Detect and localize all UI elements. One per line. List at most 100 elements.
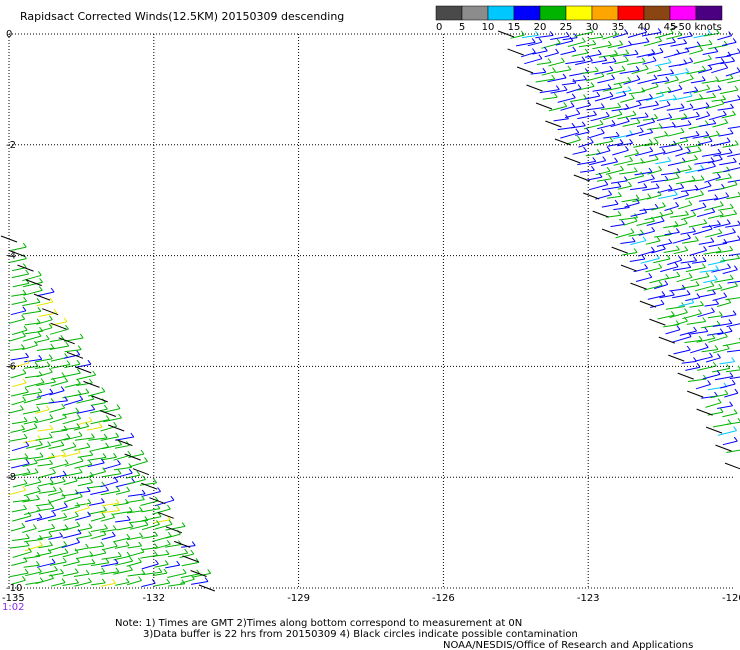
wind-barb-flag — [724, 389, 729, 395]
wind-barb-flag — [592, 39, 597, 45]
wind-barb — [114, 545, 130, 549]
legend-swatch — [513, 5, 541, 21]
wind-barb-flag — [674, 221, 679, 226]
wind-barb-flag — [102, 530, 107, 535]
wind-barb-flag — [737, 365, 740, 370]
wind-barb-flag — [520, 30, 525, 36]
wind-barb — [607, 44, 623, 49]
wind-barb — [707, 332, 724, 336]
wind-barb — [690, 79, 706, 84]
wind-barb — [22, 301, 41, 307]
wind-barb-flag — [684, 316, 688, 322]
wind-barb — [520, 52, 536, 58]
wind-barb-flag — [39, 577, 44, 582]
wind-barb-flag — [113, 541, 118, 547]
wind-barb — [584, 95, 600, 100]
wind-barb-flag — [23, 416, 28, 422]
wind-barb-flag — [668, 184, 673, 190]
wind-barb — [708, 336, 728, 343]
wind-barb — [719, 161, 737, 166]
wind-barb-flag — [583, 94, 587, 99]
wind-barb-flag — [128, 506, 133, 512]
wind-barb-flag — [630, 94, 635, 99]
wind-barb-flag — [608, 190, 612, 195]
wind-barb-flag — [85, 569, 90, 575]
wind-barb — [11, 362, 30, 369]
wind-barb-flag — [153, 478, 158, 484]
wind-barb-flag — [732, 110, 736, 116]
wind-barb — [673, 320, 688, 326]
wind-barb-flag — [617, 102, 622, 108]
wind-barb-flag — [729, 274, 734, 280]
wind-barb — [562, 37, 578, 41]
swath-edge-barb — [601, 228, 619, 236]
wind-barb-flag — [49, 414, 54, 419]
wind-barb — [673, 249, 688, 255]
wind-barb — [659, 294, 675, 299]
wind-barb-flag — [703, 246, 707, 251]
wind-barb-flag — [640, 229, 644, 235]
wind-barb — [704, 204, 724, 211]
wind-barb — [622, 122, 641, 127]
wind-barb — [643, 284, 663, 291]
swath-edge-barb — [124, 453, 141, 461]
wind-barb — [100, 517, 115, 522]
wind-barb-flag — [734, 265, 738, 271]
wind-barb-flag — [25, 533, 30, 539]
wind-barb-flag — [636, 75, 641, 80]
wind-barb — [77, 482, 93, 487]
wind-barb-flag — [562, 73, 567, 79]
wind-barb-flag — [694, 154, 698, 160]
wind-barb — [37, 536, 53, 540]
wind-barb — [48, 444, 65, 450]
swath-edge-barb — [33, 293, 51, 301]
wind-barb-flag — [102, 548, 107, 554]
wind-barb — [703, 279, 718, 284]
wind-barb — [35, 358, 53, 363]
wind-barb — [35, 503, 52, 507]
wind-barb — [630, 240, 647, 246]
wind-barb-flag — [130, 432, 135, 438]
wind-barb-flag — [571, 122, 576, 128]
wind-barb — [90, 402, 106, 406]
wind-barb-flag — [633, 248, 638, 253]
wind-barb — [38, 327, 53, 333]
wind-barb — [653, 258, 671, 264]
wind-barb-flag — [715, 265, 719, 270]
wind-barb-flag — [632, 110, 637, 116]
wind-barb-flag — [24, 568, 29, 574]
wind-barb — [167, 572, 187, 578]
wind-barb — [605, 169, 624, 175]
wind-barb — [126, 479, 146, 485]
wind-barb — [24, 322, 41, 326]
swath-edge-barb — [497, 30, 515, 38]
wind-barb — [103, 408, 121, 413]
wind-barb — [35, 365, 51, 369]
wind-barb — [708, 114, 727, 121]
wind-barb — [61, 541, 80, 549]
wind-barb-flag — [633, 167, 638, 172]
wind-barb — [619, 171, 638, 175]
wind-barb — [713, 223, 731, 229]
wind-barb-flag — [77, 389, 82, 395]
wind-barb — [61, 493, 79, 497]
map-title: Rapidsact Corrected Winds(12.5KM) 201503… — [20, 10, 344, 23]
wind-barb — [64, 472, 83, 477]
wind-barb-flag — [658, 36, 662, 42]
wind-barb-flag — [589, 138, 594, 143]
wind-barb-flag — [626, 203, 630, 208]
note-line-1: Note: 1) Times are GMT 2)Times along bot… — [115, 618, 522, 629]
wind-barb-flag — [144, 520, 149, 526]
wind-barb — [36, 371, 53, 378]
wind-barb-flag — [542, 67, 547, 73]
legend-label: 35 — [612, 22, 625, 33]
wind-barb-flag — [591, 165, 595, 171]
wind-barb-flag — [164, 560, 169, 565]
wind-barb-flag — [116, 404, 121, 409]
wind-barb — [651, 248, 666, 254]
wind-barb-flag — [86, 442, 91, 448]
wind-barb — [601, 61, 617, 65]
wind-barb — [22, 274, 42, 282]
wind-barb — [594, 69, 613, 75]
